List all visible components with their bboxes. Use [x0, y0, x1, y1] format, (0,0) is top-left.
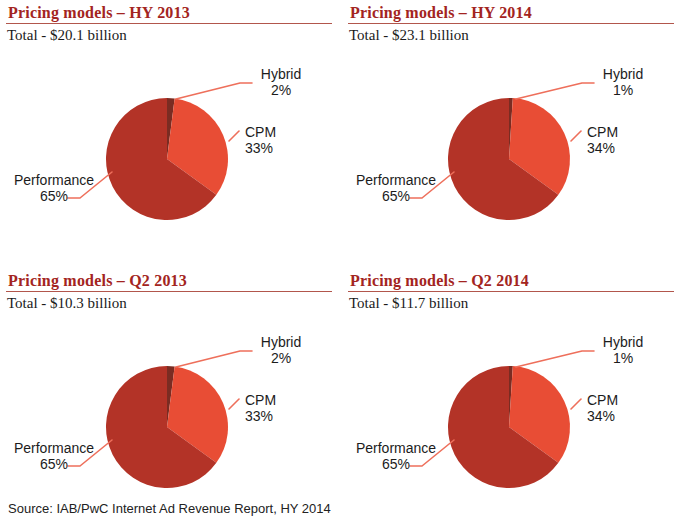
slice-name: CPM [245, 125, 315, 141]
pie-area: Hybrid 1% CPM 34% Performance 65% [348, 324, 674, 524]
leader-line-hybrid [516, 83, 594, 99]
slice-percent: 1% [586, 83, 660, 99]
slice-percent: 65% [8, 189, 100, 205]
slice-name: Performance [350, 441, 442, 457]
label-hybrid: Hybrid 1% [586, 335, 660, 366]
label-performance: Performance 65% [8, 441, 100, 472]
leader-line-hybrid [516, 351, 594, 367]
slice-name: Hybrid [244, 335, 318, 351]
slice-percent: 33% [245, 409, 315, 425]
label-cpm: CPM 34% [587, 393, 657, 424]
title-rule [348, 291, 674, 292]
label-cpm: CPM 34% [587, 125, 657, 156]
label-hybrid: Hybrid 2% [244, 335, 318, 366]
slice-name: CPM [587, 393, 657, 409]
slice-name: CPM [587, 125, 657, 141]
chart-panel-q2-2013: Pricing models – Q2 2013 Total - $10.3 b… [6, 272, 332, 312]
chart-total: Total - $23.1 billion [348, 27, 674, 44]
slice-percent: 34% [587, 141, 657, 157]
label-performance: Performance 65% [350, 173, 442, 204]
slice-name: Hybrid [586, 67, 660, 83]
leader-line-cpm [229, 131, 239, 141]
chart-total: Total - $20.1 billion [6, 27, 332, 44]
chart-panel-hy-2014: Pricing models – HY 2014 Total - $23.1 b… [348, 4, 674, 44]
label-hybrid: Hybrid 1% [586, 67, 660, 98]
slice-percent: 65% [350, 189, 442, 205]
leader-line-hybrid [176, 351, 252, 367]
title-rule [6, 291, 332, 292]
slice-name: Performance [8, 441, 100, 457]
slice-name: Performance [350, 173, 442, 189]
chart-title: Pricing models – HY 2013 [6, 4, 332, 21]
slice-percent: 2% [244, 351, 318, 367]
label-cpm: CPM 33% [245, 125, 315, 156]
chart-total: Total - $10.3 billion [6, 295, 332, 312]
chart-panel-hy-2013: Pricing models – HY 2013 Total - $20.1 b… [6, 4, 332, 44]
chart-title: Pricing models – Q2 2014 [348, 272, 674, 289]
slice-name: Hybrid [586, 335, 660, 351]
leader-line-cpm [229, 399, 239, 409]
slice-name: Hybrid [244, 67, 318, 83]
slice-percent: 65% [8, 457, 100, 473]
source-citation: Source: IAB/PwC Internet Ad Revenue Repo… [8, 501, 331, 517]
slice-percent: 1% [586, 351, 660, 367]
title-rule [6, 23, 332, 24]
label-performance: Performance 65% [8, 173, 100, 204]
slice-name: CPM [245, 393, 315, 409]
chart-title: Pricing models – HY 2014 [348, 4, 674, 21]
leader-line-cpm [571, 399, 581, 409]
chart-title: Pricing models – Q2 2013 [6, 272, 332, 289]
slice-percent: 34% [587, 409, 657, 425]
pie-area: Hybrid 1% CPM 34% Performance 65% [348, 56, 674, 256]
label-performance: Performance 65% [350, 441, 442, 472]
title-rule [348, 23, 674, 24]
pie-area: Hybrid 2% CPM 33% Performance 65% [6, 324, 332, 524]
chart-total: Total - $11.7 billion [348, 295, 674, 312]
pie-area: Hybrid 2% CPM 33% Performance 65% [6, 56, 332, 256]
slice-percent: 33% [245, 141, 315, 157]
label-hybrid: Hybrid 2% [244, 67, 318, 98]
label-cpm: CPM 33% [245, 393, 315, 424]
leader-line-cpm [571, 131, 581, 141]
slice-percent: 2% [244, 83, 318, 99]
leader-line-hybrid [176, 83, 252, 99]
chart-panel-q2-2014: Pricing models – Q2 2014 Total - $11.7 b… [348, 272, 674, 312]
slice-name: Performance [8, 173, 100, 189]
slice-percent: 65% [350, 457, 442, 473]
